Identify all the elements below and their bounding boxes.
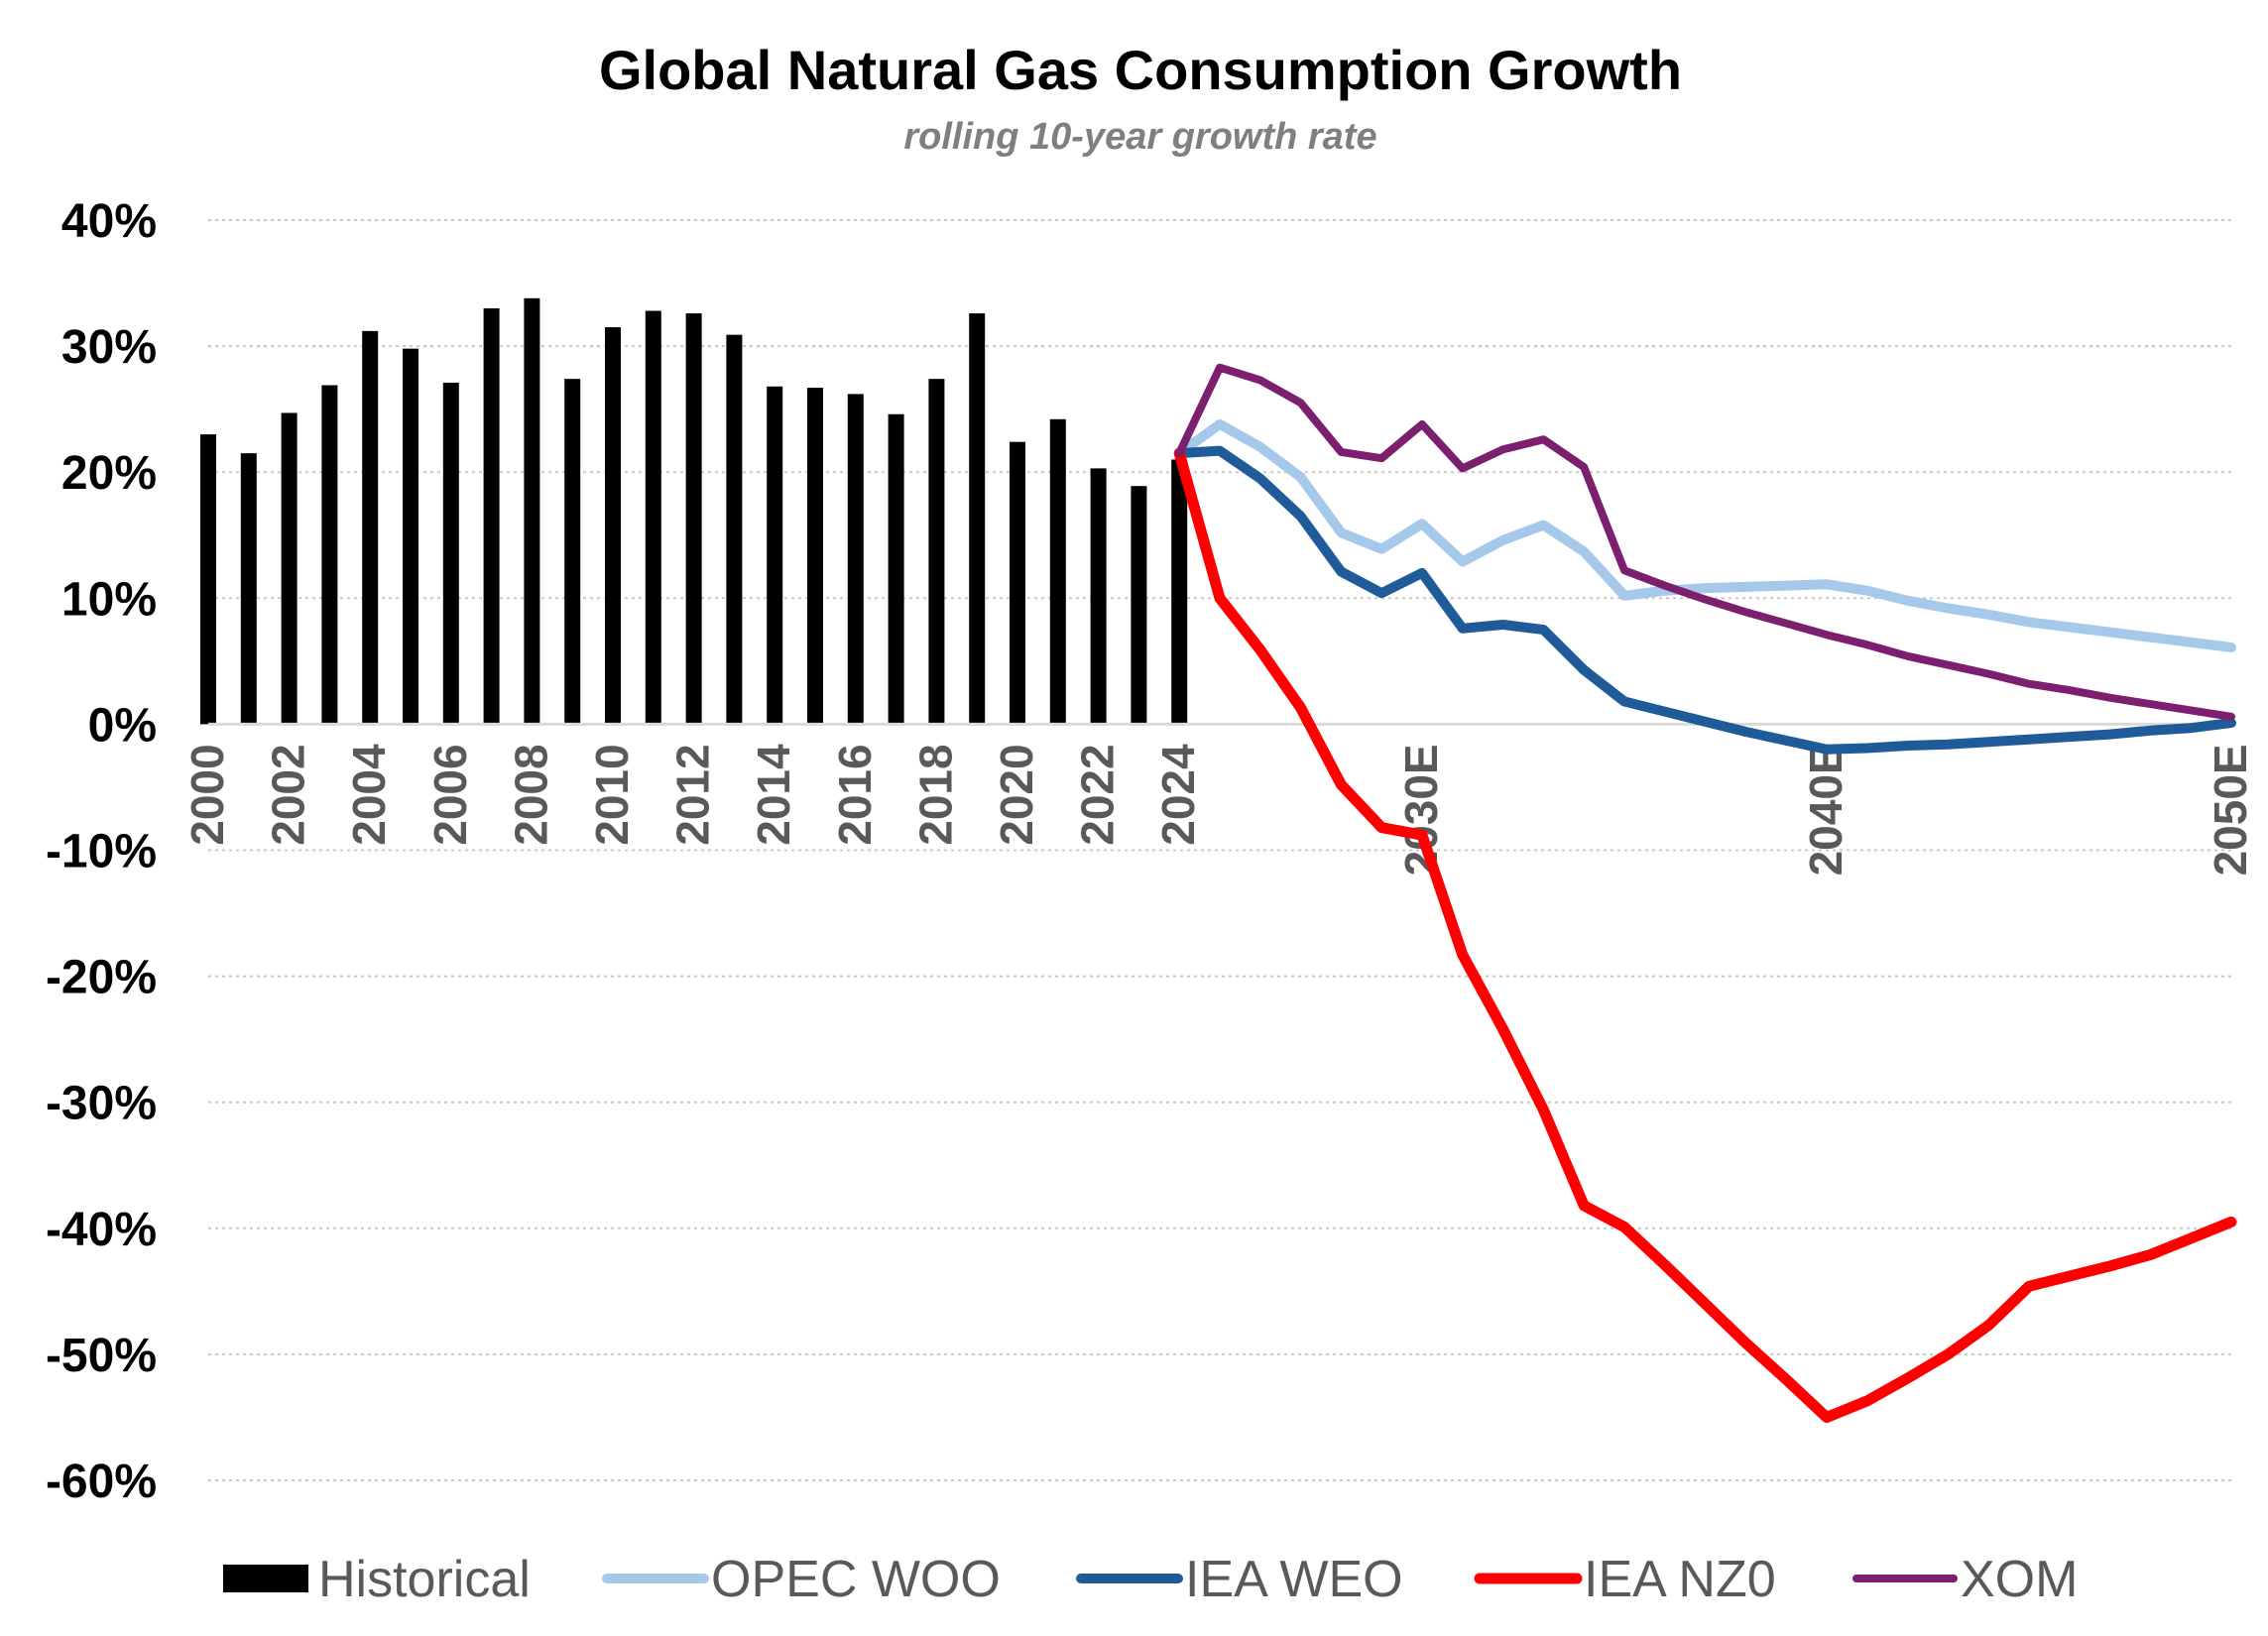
legend: Historical OPEC WOO IEA WEO IEA NZ0 XOM <box>223 1551 2078 1608</box>
x-tick-label: 2030E <box>1395 744 1447 876</box>
historical-bar <box>483 307 500 725</box>
legend-swatch-historical <box>223 1565 308 1592</box>
x-tick-label: 2016 <box>829 744 881 845</box>
historical-bar <box>321 385 338 725</box>
historical-bar <box>564 379 581 725</box>
y-tick-label: -20% <box>46 952 157 1004</box>
historical-bar <box>969 313 986 725</box>
historical-bar <box>1090 468 1107 725</box>
x-tick-label: 2002 <box>263 744 314 845</box>
x-tick-label: 2000 <box>181 744 233 845</box>
historical-bar <box>1131 486 1147 725</box>
historical-bar <box>767 386 783 725</box>
x-tick-label: 2012 <box>667 744 719 845</box>
x-tick-label: 2004 <box>343 744 395 846</box>
historical-bar <box>645 310 661 725</box>
historical-bar <box>726 334 743 725</box>
y-axis-tick-labels: 40% 30% 20% 10% 0% -10% -20% -30% -40% -50% -60% <box>46 195 157 1508</box>
historical-bar <box>200 434 216 725</box>
y-tick-label: -60% <box>46 1456 157 1508</box>
historical-bar <box>442 382 459 725</box>
historical-bar <box>240 453 257 725</box>
series-line-iea-nz0 <box>1173 447 2237 1423</box>
historical-bars <box>200 297 1188 725</box>
legend-label-iea-weo: IEA WEO <box>1185 1551 1403 1608</box>
series-line-iea-weo <box>1174 445 2236 755</box>
x-tick-label: 2006 <box>424 744 476 845</box>
historical-bar <box>281 412 298 725</box>
x-tick-label: 2018 <box>909 744 961 845</box>
historical-bar <box>1010 441 1025 725</box>
x-tick-label: 2050E <box>2205 744 2256 876</box>
historical-bar <box>403 348 418 725</box>
historical-bar <box>847 394 864 725</box>
historical-bar <box>362 330 379 725</box>
chart-title: Global Natural Gas Consumption Growth <box>599 39 1682 101</box>
x-tick-label: 2010 <box>586 744 638 845</box>
legend-label-historical: Historical <box>318 1551 531 1608</box>
projection-lines <box>1173 363 2237 1423</box>
y-tick-label: 20% <box>61 447 157 500</box>
series-line-opec-woo <box>1174 418 2236 652</box>
y-tick-label: 0% <box>88 699 157 752</box>
y-tick-label: -30% <box>46 1078 157 1130</box>
historical-bar <box>888 413 904 725</box>
x-tick-label: 2024 <box>1152 744 1204 846</box>
historical-bar <box>524 297 540 725</box>
historical-bar <box>605 327 621 725</box>
x-tick-label: 2040E <box>1800 744 1851 876</box>
x-tick-label: 2022 <box>1072 744 1124 845</box>
historical-bar <box>1171 459 1188 725</box>
historical-bar <box>928 379 945 725</box>
gridlines <box>208 219 2231 1481</box>
y-tick-label: 40% <box>61 195 157 248</box>
x-tick-label: 2020 <box>991 744 1042 845</box>
historical-bar <box>685 313 702 725</box>
y-tick-label: 10% <box>61 573 157 626</box>
legend-label-xom: XOM <box>1961 1551 2078 1608</box>
series-line-xom <box>1175 363 2235 721</box>
y-tick-label: 30% <box>61 321 157 374</box>
x-tick-label: 2008 <box>505 744 556 845</box>
legend-label-opec-woo: OPEC WOO <box>711 1551 1001 1608</box>
legend-label-iea-nz0: IEA NZ0 <box>1584 1551 1776 1608</box>
historical-bar <box>1049 418 1066 725</box>
y-tick-label: -50% <box>46 1330 157 1382</box>
x-tick-label: 2014 <box>748 744 799 846</box>
y-tick-label: -40% <box>46 1204 157 1256</box>
chart-subtitle: rolling 10-year growth rate <box>903 116 1376 158</box>
x-axis-tick-labels: 2000 2002 2004 2006 2008 2010 2012 2014 2016 2018… <box>181 744 2256 876</box>
y-tick-label: -10% <box>46 826 157 878</box>
historical-bar <box>807 388 823 725</box>
